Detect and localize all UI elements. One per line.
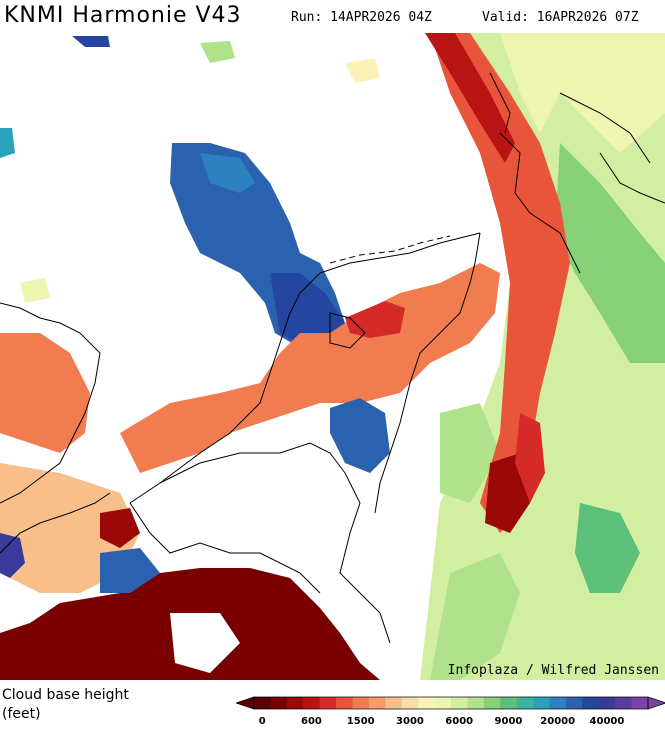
run-time-label: Run: 14APR2026 04Z <box>291 10 432 25</box>
cloud-patch-nw-green <box>200 41 235 63</box>
colorbar-swatch <box>483 697 501 709</box>
colorbar-swatch <box>565 697 583 709</box>
colorbar-swatch <box>319 697 337 709</box>
cloud-region-topleft-blue <box>72 36 110 47</box>
colorbar-swatch <box>401 697 419 709</box>
colorbar-swatch <box>368 697 386 709</box>
colorbar-arrow-high <box>647 696 665 710</box>
colorbar-swatch <box>385 697 403 709</box>
colorbar-swatch <box>467 697 485 709</box>
coastlines-borders <box>0 72 665 644</box>
colorbar: 0 600 1500 3000 6000 9000 20000 40000 <box>234 693 665 727</box>
border-de-dk <box>489 72 511 134</box>
colorbar-swatch <box>303 697 321 709</box>
colorbar-swatch <box>615 697 633 709</box>
cloud-region-east-green <box>555 143 665 363</box>
coastline-nl-be <box>129 232 481 504</box>
cloud-region-nl-orange <box>120 263 500 473</box>
map-canvas <box>0 33 665 680</box>
colorbar-tick-label: 9000 <box>494 716 523 727</box>
colorbar-tick-label: 3000 <box>396 716 424 727</box>
colorbar-swatch <box>582 697 600 709</box>
cloud-region-front-red2 <box>515 413 545 503</box>
cloud-region-front-orange <box>430 33 570 533</box>
legend: Cloud base height (feet) 0 600 1500 3000 600… <box>0 682 665 735</box>
colorbar-swatch <box>254 697 271 709</box>
colorbar-swatches <box>234 696 665 710</box>
cloud-patch-w-blue <box>0 128 15 158</box>
colorbar-swatch <box>549 697 567 709</box>
colorbar-tick-label: 600 <box>301 716 322 727</box>
border-be-nl <box>159 442 346 484</box>
colorbar-swatch <box>598 697 616 709</box>
border-be-fr <box>129 502 321 594</box>
chart-title: KNMI Harmonie V43 <box>4 3 242 28</box>
colorbar-arrow-low <box>234 696 255 710</box>
colorbar-swatch <box>516 697 534 709</box>
cloud-region-northsea-darkblue <box>270 273 345 348</box>
cloud-region-northsea-blue2 <box>200 153 255 193</box>
cloud-patch-nw-yellow <box>345 58 380 83</box>
colorbar-swatch <box>434 697 452 709</box>
border-east-2 <box>599 152 665 204</box>
colorbar-swatch <box>270 697 288 709</box>
ijsselmeer <box>329 312 366 349</box>
cloud-region-south-white <box>170 613 240 673</box>
cloud-region-east-yellow <box>500 33 665 153</box>
forecast-map[interactable]: Infoplaza / Wilfred Janssen <box>0 33 665 680</box>
valid-time-label: Valid: 16APR2026 07Z <box>482 10 639 25</box>
legend-title: Cloud base height (feet) <box>2 687 129 722</box>
border-nl-de <box>374 232 481 514</box>
cloud-region-east-green4 <box>430 553 520 680</box>
colorbar-swatch <box>631 697 649 709</box>
colorbar-tick-label: 20000 <box>540 716 576 727</box>
colorbar-tick-label: 0 <box>258 716 266 727</box>
colorbar-tick-label: 1500 <box>346 716 375 727</box>
cloud-region-uk-orange <box>0 333 90 453</box>
colorbar-swatch <box>286 697 304 709</box>
cloud-region-east-green3 <box>440 403 500 503</box>
cloud-region-east-green2 <box>575 503 640 593</box>
coastline-uk-east <box>0 302 101 504</box>
colorbar-tick-label: 40000 <box>589 716 625 727</box>
border-de-inner <box>499 132 581 274</box>
colorbar-swatch <box>418 697 436 709</box>
cloud-region-front-red <box>425 33 515 163</box>
border-east-1 <box>559 92 651 164</box>
colorbar-swatch <box>336 697 353 709</box>
cloud-region-nl-red <box>345 301 405 338</box>
cloud-region-south-darkred2 <box>100 508 140 548</box>
colorbar-swatch <box>533 697 550 709</box>
cloud-region-south-blue <box>100 548 160 593</box>
cloud-region-nl-blue <box>330 398 390 473</box>
colorbar-tick-label: 6000 <box>445 716 474 727</box>
cloud-region-uk-purple <box>0 533 25 578</box>
header: KNMI Harmonie V43 Run: 14APR2026 04Z Val… <box>0 0 665 32</box>
coastline-uk-south <box>0 492 111 554</box>
colorbar-swatch <box>352 697 370 709</box>
border-de-fr-lux <box>339 472 391 644</box>
colorbar-swatch <box>500 697 518 709</box>
cloud-patch-w-yellow <box>20 278 50 303</box>
credit-label: Infoplaza / Wilfred Janssen <box>447 663 659 678</box>
colorbar-swatch <box>451 697 468 709</box>
colorbar-frame <box>253 696 649 710</box>
waddensea-islands <box>329 235 451 264</box>
